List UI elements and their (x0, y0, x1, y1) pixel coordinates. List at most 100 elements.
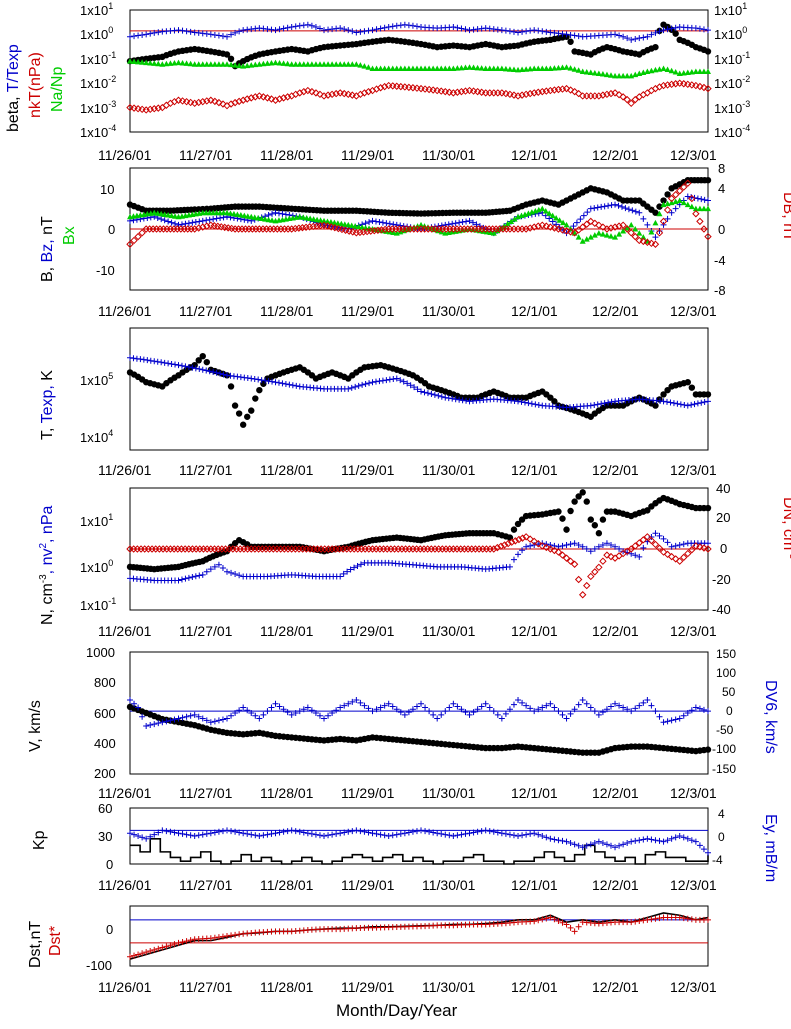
data-point (151, 60, 158, 66)
data-point (211, 97, 219, 106)
data-point (651, 540, 660, 549)
x-ticks: 11/26/01 11/27/01 11/28/01 11/29/01 11/3… (98, 785, 717, 801)
data-point (196, 572, 203, 579)
data-point (187, 712, 194, 719)
data-point (599, 223, 607, 231)
data-point (232, 828, 239, 835)
data-point (165, 218, 172, 225)
x-tick-label: 11/27/01 (179, 979, 233, 995)
data-point (288, 61, 295, 67)
data-point (506, 90, 514, 99)
series-beta (126, 21, 712, 70)
data-point (462, 26, 469, 33)
data-point (127, 697, 133, 704)
data-point (438, 393, 445, 400)
data-point (620, 704, 627, 711)
data-point (182, 97, 191, 106)
data-point (667, 194, 676, 203)
data-point (280, 706, 287, 713)
data-point (228, 61, 235, 68)
data-point (502, 830, 509, 837)
data-point (207, 719, 214, 726)
x-tick-label: 12/2/01 (592, 147, 639, 163)
data-point (563, 715, 570, 722)
data-point (321, 715, 328, 722)
data-point (652, 209, 659, 216)
data-point (466, 64, 473, 70)
y-tick-label: 1000 (86, 645, 115, 660)
data-point (337, 704, 344, 711)
data-point (636, 209, 643, 216)
data-point (300, 829, 307, 836)
data-point (256, 833, 263, 839)
data-point (705, 205, 711, 212)
data-point (317, 217, 324, 223)
data-point (599, 541, 606, 548)
data-point (155, 829, 162, 836)
data-point (316, 61, 323, 67)
y-axis-label: V, km/s (27, 700, 44, 752)
data-point (583, 842, 590, 849)
data-point (244, 62, 251, 69)
data-point (656, 28, 663, 35)
data-point (224, 568, 231, 575)
data-point (543, 65, 550, 72)
data-point (438, 65, 445, 72)
data-point (127, 58, 133, 64)
y-ticks-left: 10 0 -10 (96, 182, 115, 278)
data-point (635, 539, 643, 547)
data-point (599, 516, 607, 523)
data-point (182, 363, 189, 370)
data-point (603, 706, 610, 713)
y-tick-label: 1x10-4 (714, 123, 750, 140)
data-point (454, 24, 461, 31)
y-tick-label: -100 (86, 958, 112, 973)
data-point (144, 357, 151, 364)
data-point (356, 228, 364, 237)
data-point (272, 379, 279, 386)
data-point (211, 934, 218, 941)
data-point (482, 700, 489, 707)
data-point (381, 65, 388, 72)
data-point (655, 229, 664, 237)
data-point (624, 224, 631, 231)
data-point (514, 520, 522, 528)
data-point (470, 64, 477, 71)
data-point (155, 720, 162, 727)
data-point (490, 230, 497, 236)
data-point (260, 60, 267, 67)
x-tick-label: 12/3/01 (670, 785, 717, 801)
y-tick-label: 50 (722, 685, 736, 699)
data-point (345, 700, 352, 707)
data-point (539, 65, 546, 72)
data-point (373, 26, 380, 33)
y-axis-label: B, Bz, nT (39, 216, 56, 282)
data-point (566, 557, 575, 565)
data-point (268, 26, 275, 33)
data-point (275, 95, 284, 103)
data-point (271, 96, 280, 104)
data-point (421, 389, 428, 396)
data-point (182, 575, 189, 582)
x-tick-label: 11/27/01 (179, 303, 233, 319)
data-point (365, 64, 372, 70)
data-point (567, 65, 574, 71)
data-point (446, 704, 453, 711)
data-point (578, 223, 587, 231)
data-point (543, 28, 550, 35)
data-point (349, 698, 356, 705)
y-tick-label: 150 (716, 647, 736, 661)
data-point (530, 537, 538, 546)
data-point (559, 515, 566, 522)
data-point (504, 220, 511, 227)
data-point (470, 829, 477, 836)
data-point (279, 210, 286, 217)
data-point (680, 69, 687, 76)
data-point (527, 830, 534, 837)
data-point (373, 830, 380, 837)
data-point (624, 840, 631, 846)
data-point (171, 829, 178, 836)
data-point (648, 836, 655, 843)
y-tick-label: 1x10-1 (714, 50, 750, 67)
data-point (655, 544, 664, 552)
